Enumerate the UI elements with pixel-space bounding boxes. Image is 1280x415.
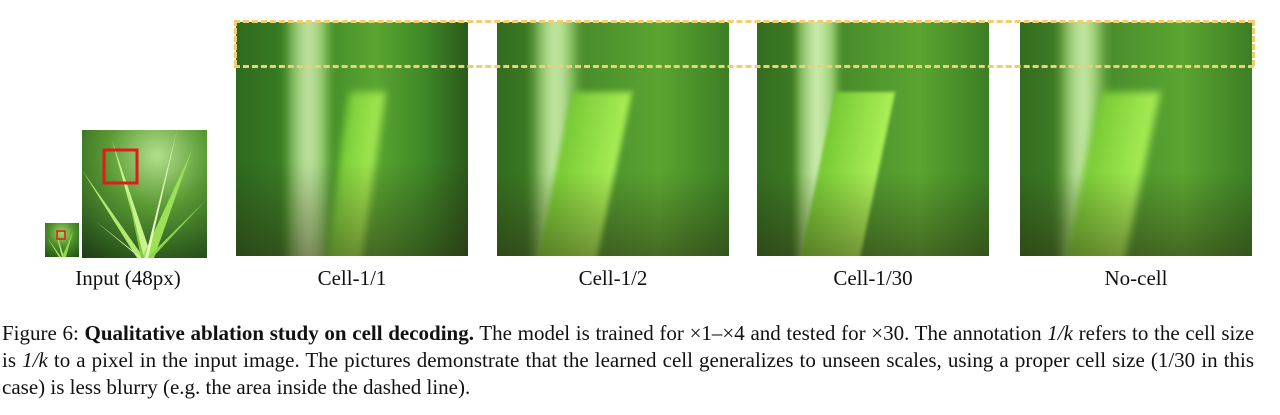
dashed-line-right [1252, 20, 1255, 66]
label-cell-1-30: Cell-1/30 [833, 266, 913, 290]
caption-text-2: refers to the cell size is [2, 321, 1255, 372]
crop-region-box [102, 148, 139, 185]
input-thumbnail-small [45, 223, 79, 257]
caption-fraction-2: 1/k [22, 348, 48, 372]
output-panel-cell-1-1 [236, 22, 468, 256]
grass-thumbnail-art [82, 130, 206, 258]
caption-fraction-1: 1/k [1047, 321, 1073, 345]
output-panel-cell-1-30 [757, 22, 989, 256]
label-cell-1-2: Cell-1/2 [578, 266, 648, 290]
label-input: Input (48px) [75, 266, 181, 290]
grass-thumbnail-small-art [47, 229, 73, 257]
output-panel-no-cell [1020, 22, 1252, 256]
dashed-line-bottom [234, 65, 1254, 68]
label-no-cell: No-cell [1104, 266, 1168, 290]
output-panel-cell-1-2 [497, 22, 729, 256]
figure-caption: Figure 6: Qualitative ablation study on … [2, 320, 1254, 401]
dashed-line-top [234, 20, 1254, 23]
caption-text-3: to a pixel in the input image. The pictu… [2, 348, 1255, 399]
input-thumbnail-large [82, 130, 207, 258]
caption-text-1: The model is trained for ×1–×4 and teste… [479, 321, 1042, 345]
caption-prefix: Figure 6: [2, 321, 79, 345]
caption-title: Qualitative ablation study on cell decod… [84, 321, 474, 345]
dashed-line-left [234, 20, 237, 66]
label-cell-1-1: Cell-1/1 [317, 266, 387, 290]
